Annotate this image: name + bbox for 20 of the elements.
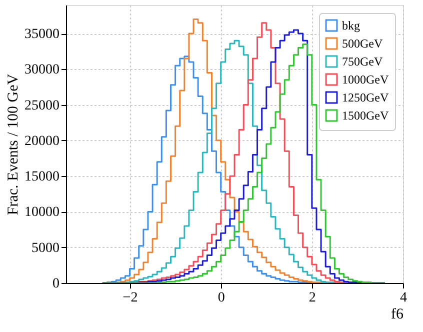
x-tick-label: 4 <box>400 290 407 306</box>
y-tick-label: 35000 <box>24 27 60 42</box>
x-axis-title: f6 <box>391 306 404 322</box>
x-tick-label: −2 <box>122 290 138 306</box>
y-tick-label: 0 <box>52 276 60 292</box>
y-tick-label: 25000 <box>24 98 60 114</box>
x-tick-label: 2 <box>308 290 316 306</box>
legend-label: 500GeV <box>342 36 383 50</box>
legend-label: 1500GeV <box>342 108 389 122</box>
y-tick-label: 15000 <box>24 170 60 185</box>
y-tick-label: 10000 <box>24 205 60 220</box>
legend-label: bkg <box>342 18 360 32</box>
x-tick-label: 0 <box>218 290 225 306</box>
y-axis-title: Frac. Events / 100 GeV <box>6 74 22 216</box>
y-tick-label: 30000 <box>24 62 60 78</box>
legend-label: 750GeV <box>342 54 383 68</box>
y-tick-label: 5000 <box>32 240 60 256</box>
legend-label: 1250GeV <box>342 90 389 104</box>
legend-label: 1000GeV <box>342 72 389 86</box>
y-tick-label: 20000 <box>24 134 60 149</box>
